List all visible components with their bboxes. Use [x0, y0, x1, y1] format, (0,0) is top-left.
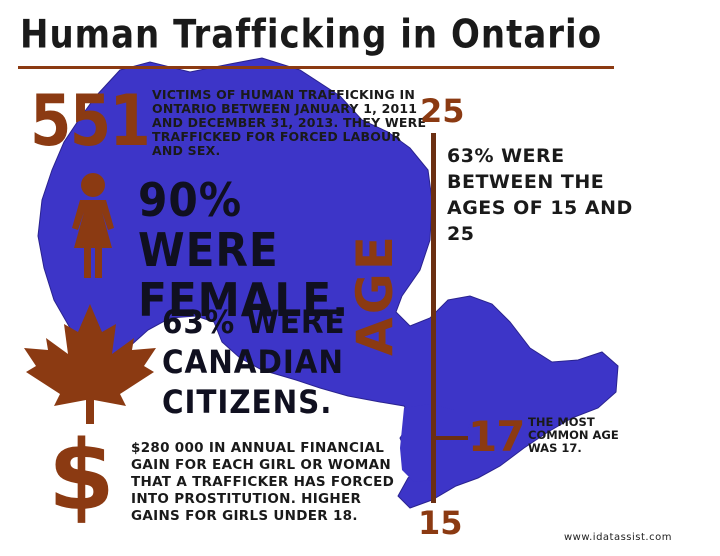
canadian-stat: 63% were Canadian citizens.: [162, 303, 346, 421]
age-axis-line: [431, 133, 436, 503]
money-stat: $280 000 in annual financial gain for ea…: [131, 440, 395, 524]
age-range-stat: 63% were between the ages of 15 and 25: [447, 145, 633, 245]
age-axis-label: AGE: [346, 233, 404, 356]
maple-leaf-icon: [24, 304, 156, 424]
victims-description: Victims of human trafficking in Ontario …: [152, 87, 427, 158]
dollar-sign-icon: $: [48, 420, 115, 532]
age-axis-common-value: 17: [468, 412, 525, 461]
page-title: Human Trafficking in Ontario: [20, 12, 603, 58]
victim-count: 551: [30, 80, 151, 162]
age-axis-top-value: 25: [420, 92, 465, 130]
title-divider: [18, 66, 614, 69]
common-age-stat: The most common age was 17.: [528, 415, 619, 455]
female-stat: 90% were female.: [138, 173, 350, 327]
age-axis-tick-17: [432, 436, 468, 440]
woman-icon: [72, 173, 114, 278]
source-credit: www.idatassist.com: [564, 532, 672, 543]
age-axis-bottom-value: 15: [418, 504, 463, 542]
